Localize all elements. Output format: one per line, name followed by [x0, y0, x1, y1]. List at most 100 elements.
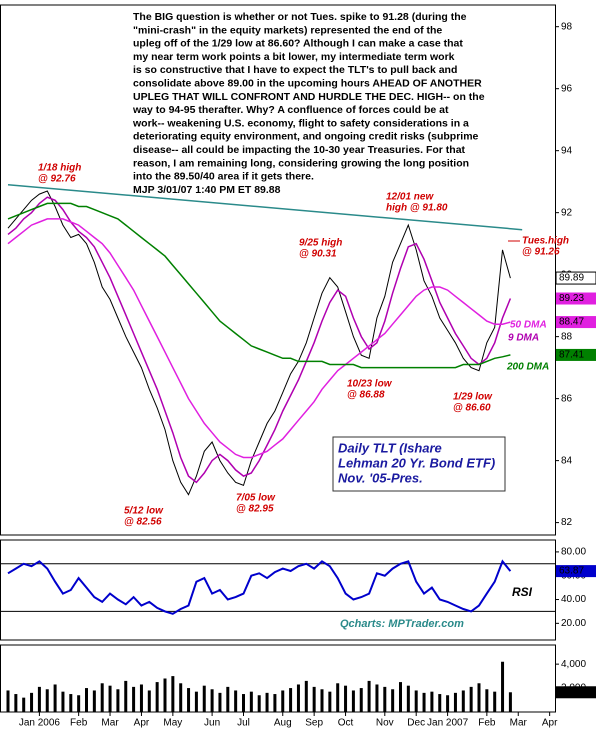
commentary-line: MJP 3/01/07 1:40 PM ET 89.88: [133, 184, 281, 196]
volume-bar: [100, 683, 104, 712]
volume-bar: [242, 694, 245, 712]
annotation: @ 91.26: [522, 247, 560, 258]
volume-bar: [124, 680, 128, 712]
volume-bar: [218, 692, 222, 712]
volume-bar: [344, 685, 348, 712]
volume-bar: [61, 691, 65, 712]
y-tick-label: 84: [561, 455, 573, 466]
volume-bar: [493, 691, 497, 712]
commentary-line: "mini-crash" in the equity markets) repr…: [133, 24, 442, 36]
annotation: @ 86.60: [453, 403, 491, 414]
annotation: 1/18 high: [38, 163, 81, 174]
commentary-line: disease-- all could be impacting the 10-…: [133, 144, 466, 156]
volume-bar: [501, 661, 505, 712]
x-tick-label: May: [163, 718, 182, 729]
commentary-line: work-- weakening U.S. economy, flight to…: [132, 117, 469, 129]
commentary-line: deteriorating equity environment, and on…: [133, 131, 479, 143]
x-tick-label: Mar: [510, 718, 528, 729]
volume-bar: [383, 686, 387, 712]
commentary-line: The BIG question is whether or not Tues.…: [133, 11, 467, 23]
volume-bar: [187, 688, 191, 712]
series-label: 9 DMA: [508, 333, 539, 344]
x-tick-label: Mar: [101, 718, 119, 729]
annotation: high @ 91.80: [386, 203, 448, 214]
commentary-line: UPLEG THAT WILL CONFRONT AND HURDLE THE …: [133, 91, 485, 103]
price-line: [7, 202, 511, 369]
volume-bar: [92, 690, 96, 712]
volume-bar: [14, 694, 18, 712]
x-tick-label: Apr: [542, 718, 558, 729]
last-value-label: 89.23: [559, 293, 584, 304]
y-tick-label: 92: [561, 207, 573, 218]
volume-bar: [147, 690, 151, 712]
volume-bar: [194, 691, 198, 712]
volume-bar: [249, 691, 253, 712]
commentary-line: reason, I am remaining long, considering…: [133, 157, 469, 169]
volume-bar: [30, 692, 34, 712]
title-box-line: Daily TLT (Ishare: [338, 440, 442, 455]
annotation: @ 82.95: [236, 504, 274, 515]
volume-bar: [438, 694, 442, 712]
volume-bar: [414, 690, 418, 712]
volume-bar: [508, 692, 512, 712]
last-value-tag: [555, 271, 596, 285]
volume-bar: [53, 684, 57, 712]
volume-bar: [273, 694, 277, 712]
volume-bar: [422, 692, 426, 712]
annotation: 5/12 low: [124, 506, 164, 517]
last-value-tag: [556, 316, 596, 329]
volume-bar: [163, 678, 167, 712]
x-tick-label: Feb: [478, 718, 496, 729]
volume-bar: [406, 685, 410, 712]
volume-bar: [312, 686, 316, 712]
credit: Qcharts: MPTrader.com: [340, 618, 464, 630]
annotation: @ 86.88: [347, 390, 385, 401]
volume-bar: [304, 680, 308, 712]
volume-bar: [37, 686, 41, 712]
annotation: Tues.high: [522, 236, 569, 247]
volume-bar: [265, 692, 269, 712]
annotation: 7/05 low: [236, 493, 276, 504]
price-line: [7, 190, 511, 496]
volume-bar: [257, 695, 261, 712]
x-tick-label: Sep: [305, 718, 323, 729]
y-tick-label: 98: [561, 21, 573, 32]
last-value-tag: [556, 292, 596, 305]
volume-bar: [69, 694, 73, 712]
y-tick-label: 40.00: [561, 594, 586, 605]
last-value-label: 1,649: [559, 687, 584, 698]
last-value-label: 87.41: [559, 350, 584, 361]
volume-bar: [155, 682, 159, 712]
volume-bar: [399, 682, 402, 712]
annotation: 12/01 new: [386, 192, 434, 203]
price-line: [7, 218, 511, 459]
annotation: 9/25 high: [299, 238, 342, 249]
volume-bar: [281, 690, 285, 712]
y-tick-label: 94: [561, 145, 573, 156]
commentary-line: upleg off of the 1/29 low at 86.60? Alth…: [133, 38, 463, 50]
y-tick-label: 20.00: [561, 618, 586, 629]
x-tick-label: Nov: [376, 718, 394, 729]
last-value-label: 88.47: [559, 317, 584, 328]
volume-bar: [367, 680, 371, 712]
x-tick-label: Oct: [338, 718, 354, 729]
volume-bar: [446, 695, 450, 712]
x-tick-label: Aug: [274, 718, 292, 729]
volume-bar: [296, 684, 300, 712]
last-value-tag: [556, 565, 596, 578]
annotation: @ 92.76: [38, 174, 76, 185]
volume-bar: [485, 689, 489, 712]
volume-bar: [469, 686, 473, 712]
last-value-tag: [556, 348, 596, 361]
title-box: [332, 436, 506, 492]
volume-bar: [77, 695, 81, 712]
volume-bar: [6, 690, 10, 712]
commentary-line: into the 89.50/40 area if it gets there.: [133, 171, 314, 183]
x-tick-label: Dec: [407, 718, 425, 729]
volume-bar: [289, 688, 293, 712]
annotation: @ 90.31: [299, 249, 337, 260]
volume-bar: [210, 689, 214, 712]
commentary-line: way to 94-95 therafter. Why? A confluenc…: [132, 104, 449, 116]
volume-bar: [461, 690, 465, 712]
annotation: 1/29 low: [453, 392, 493, 403]
